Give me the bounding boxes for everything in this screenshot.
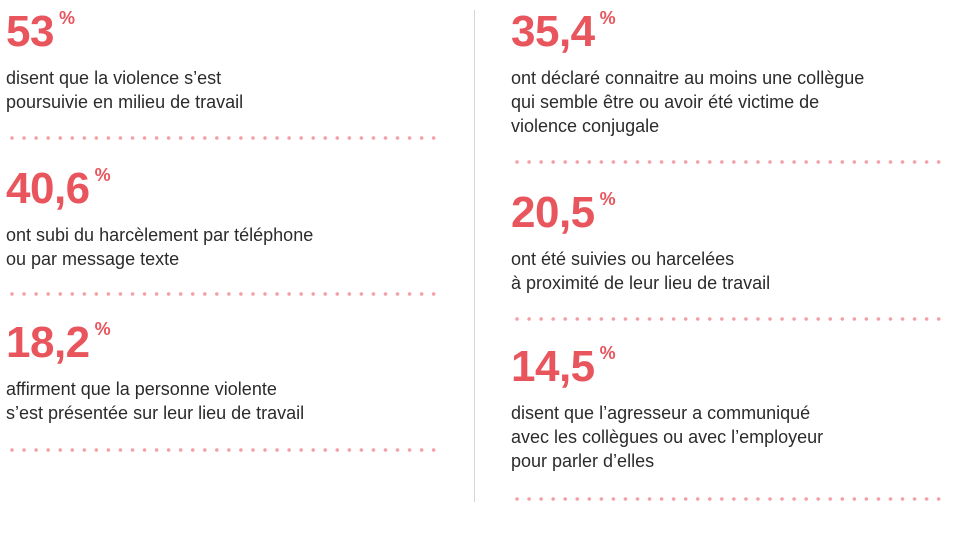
stat-description-line: ont été suivies ou harcelées [511, 249, 735, 269]
stat-value: 53 % [6, 6, 442, 58]
dotted-separator [511, 497, 943, 501]
percent-sign: % [94, 319, 111, 339]
stat-number: 40,6 [6, 164, 90, 213]
dotted-separator [6, 136, 438, 140]
stat-description-line: avec les collègues ou avec l’employeur [511, 427, 824, 447]
stat-description-line: ou par message texte [6, 249, 180, 269]
stat-description: affirment que la personne violente s’est… [6, 377, 442, 425]
stat-description-line: qui semble être ou avoir été victime de [511, 92, 820, 112]
stat-block: 20,5 % ont été suivies ou harcelées à pr… [511, 187, 947, 295]
percent-sign: % [599, 8, 616, 28]
column-divider [474, 10, 475, 502]
stat-description-line: disent que la violence s’est [6, 68, 222, 88]
stat-number: 18,2 [6, 318, 90, 367]
stat-number: 53 [6, 7, 54, 56]
dotted-separator [511, 160, 943, 164]
stat-description-line: disent que l’agresseur a communiqué [511, 403, 811, 423]
stat-block: 35,4 % ont déclaré connaitre au moins un… [511, 6, 947, 138]
stat-number: 20,5 [511, 188, 595, 237]
percent-sign: % [599, 189, 616, 209]
percent-sign: % [94, 165, 111, 185]
stat-value: 40,6 % [6, 163, 442, 215]
stat-description-line: à proximité de leur lieu de travail [511, 273, 771, 293]
stat-description-line: poursuivie en milieu de travail [6, 92, 244, 112]
stat-description-line: ont subi du harcèlement par téléphone [6, 225, 314, 245]
stat-description: disent que l’agresseur a communiqué avec… [511, 401, 947, 473]
stat-description-line: s’est présentée sur leur lieu de travail [6, 403, 305, 423]
stat-value: 14,5 % [511, 341, 947, 393]
stat-value: 35,4 % [511, 6, 947, 58]
stat-description: disent que la violence s’est poursuivie … [6, 66, 442, 114]
stat-block: 53 % disent que la violence s’est poursu… [6, 6, 442, 114]
stat-description: ont été suivies ou harcelées à proximité… [511, 247, 947, 295]
stat-value: 20,5 % [511, 187, 947, 239]
stat-number: 14,5 [511, 342, 595, 391]
stat-value: 18,2 % [6, 317, 442, 369]
stat-block: 18,2 % affirment que la personne violent… [6, 317, 442, 425]
stat-description-line: ont déclaré connaitre au moins une collè… [511, 68, 865, 88]
stat-description: ont subi du harcèlement par téléphone ou… [6, 223, 442, 271]
dotted-separator [511, 317, 943, 321]
dotted-separator [6, 448, 438, 452]
stat-description-line: affirment que la personne violente [6, 379, 277, 399]
stat-block: 14,5 % disent que l’agresseur a communiq… [511, 341, 947, 473]
stat-description-line: pour parler d’elles [511, 451, 655, 471]
stat-description: ont déclaré connaitre au moins une collè… [511, 66, 947, 138]
stat-number: 35,4 [511, 7, 595, 56]
percent-sign: % [58, 8, 75, 28]
stat-block: 40,6 % ont subi du harcèlement par télép… [6, 163, 442, 271]
stat-description-line: violence conjugale [511, 116, 660, 136]
dotted-separator [6, 292, 438, 296]
percent-sign: % [599, 343, 616, 363]
